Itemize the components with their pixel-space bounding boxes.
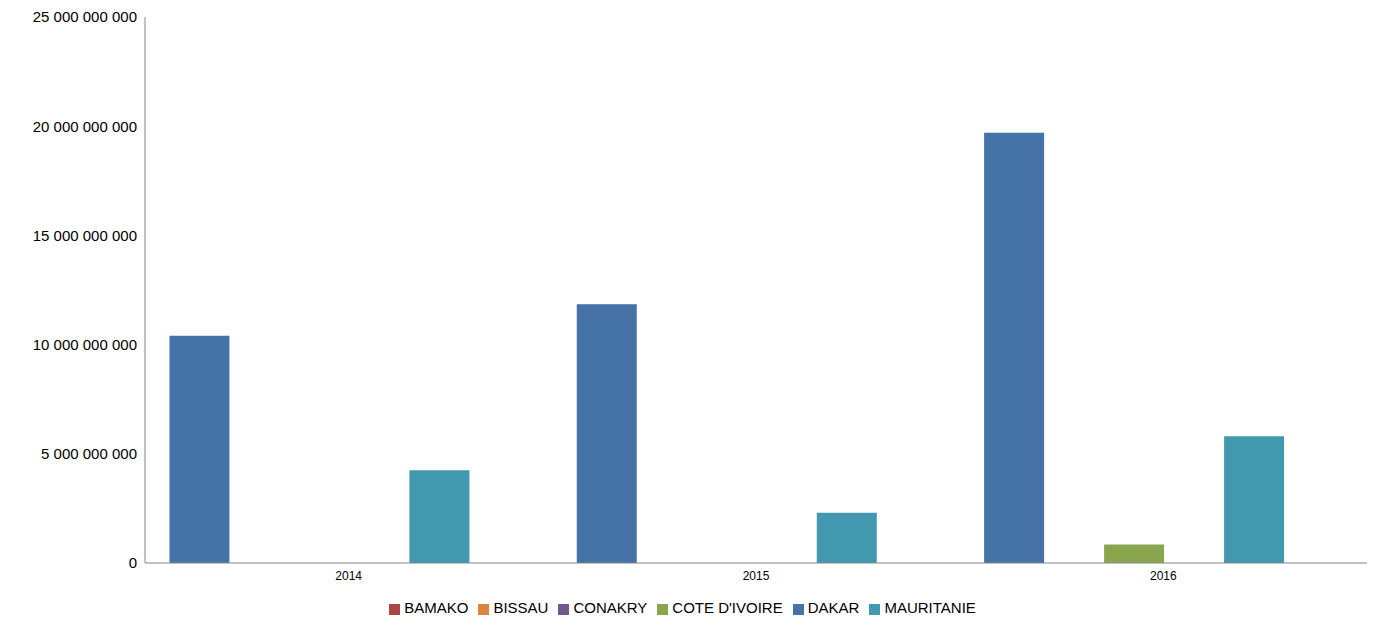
svg-text:2015: 2015 [743,569,770,583]
html-text:DAKAR: DAKAR [807,599,860,616]
html-text:MAURITANIE: MAURITANIE [884,599,976,616]
html-text:BAMAKO: BAMAKO [404,599,469,616]
svg-text:15 000 000 000: 15 000 000 000 [33,227,137,244]
html-text:BISSAU: BISSAU [493,599,549,616]
svg-text:2016: 2016 [1150,569,1177,583]
svg-text:0: 0 [129,554,137,571]
html-text:COTE D'IVOIRE: COTE D'IVOIRE [672,599,783,616]
svg-text:25 000 000 000: 25 000 000 000 [33,8,137,25]
svg-text:10 000 000 000: 10 000 000 000 [33,336,137,353]
svg-text:5 000 000 000: 5 000 000 000 [41,445,137,462]
html-text:CONAKRY: CONAKRY [573,599,648,616]
svg-text:20 000 000 000: 20 000 000 000 [33,118,137,135]
svg-text:2014: 2014 [335,569,362,583]
